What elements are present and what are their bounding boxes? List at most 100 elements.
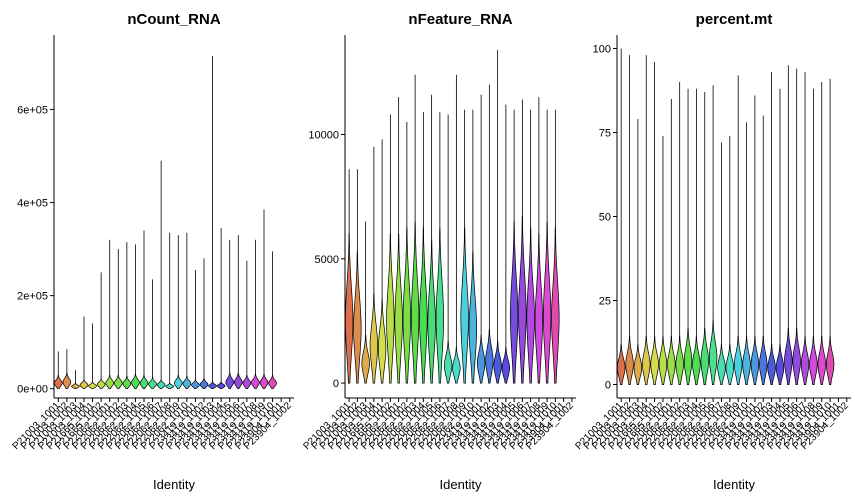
violin-P21665_1002 [386, 233, 395, 384]
violin-P21003_1003 [361, 334, 370, 384]
violin-P22062_1008 [452, 346, 461, 384]
violin-P23419_1007 [800, 335, 810, 385]
violin-P22062_1009 [733, 335, 743, 385]
violin-P22062_1005 [700, 327, 709, 385]
violin-P23419_1010 [268, 374, 277, 390]
violin-P23419_1003 [767, 343, 776, 385]
violin-P23419_1008 [809, 335, 818, 385]
panel-title: percent.mt [696, 11, 773, 28]
violin-P22062_1004 [131, 373, 140, 390]
violin-P23419_1009 [817, 335, 826, 385]
violin-P22062_1003 [122, 376, 132, 390]
panel-3: percent.mt0255075100P21003_1001P21003_10… [573, 11, 851, 492]
violin-P23419_1001 [750, 335, 760, 385]
violin-P22062_1009 [460, 227, 469, 384]
violin-P21003_1001 [344, 233, 354, 384]
y-tick-label: 75 [599, 127, 611, 139]
violin-P21665_1001 [377, 299, 387, 384]
violin-P21003_1003 [633, 343, 643, 385]
violin-P22062_1005 [139, 374, 149, 390]
violin-P23419_1009 [542, 221, 552, 384]
violin-P21665_1001 [650, 335, 659, 385]
violin-P22062_1002 [113, 374, 123, 390]
violin-P23419_1006 [518, 215, 527, 384]
violin-P23419_1001 [476, 334, 486, 384]
violin-P22062_1009 [173, 374, 183, 390]
y-tick-label: 4e+05 [17, 198, 48, 210]
violin-P21665_1002 [96, 378, 106, 390]
violin-P23419_1004 [775, 343, 785, 385]
panel-1: nCount_RNA0e+002e+054e+056e+05P21003_100… [11, 11, 295, 492]
violin-P22062_1003 [683, 327, 693, 385]
violin-P22062_1003 [410, 221, 420, 384]
y-tick-label: 25 [599, 296, 611, 308]
violin-P22062_1004 [419, 227, 428, 384]
y-tick-label: 0 [605, 380, 611, 392]
violin-P23419_1006 [233, 372, 243, 390]
violin-P21003_1002 [625, 335, 634, 385]
violin-P23419_1002 [759, 335, 768, 385]
y-tick-label: 5000 [315, 254, 339, 266]
x-axis-title: Identity [440, 477, 482, 492]
violin-P22062_1002 [675, 335, 684, 385]
panel-title: nFeature_RNA [408, 11, 512, 28]
violin-P21665_1002 [658, 335, 668, 385]
violin-P23419_1010 [551, 227, 560, 384]
violin-P23419_1009 [259, 373, 269, 390]
violin-P22062_1010 [742, 335, 751, 385]
violin-P23419_1004 [216, 381, 226, 390]
violin-P23419_1001 [191, 379, 200, 390]
violin-P21003_1004 [79, 379, 89, 390]
x-axis-title: Identity [713, 477, 755, 492]
violin-P23419_1003 [493, 340, 502, 384]
violin-P21003_1003 [71, 382, 80, 390]
y-tick-label: 100 [593, 43, 611, 55]
violin-P22062_1010 [468, 251, 478, 384]
violin-P22062_1005 [427, 239, 436, 384]
violin-P21003_1004 [369, 293, 379, 384]
violin-P21665_1001 [88, 381, 97, 390]
violin-P22062_1007 [443, 340, 453, 384]
violin-P21003_1004 [642, 335, 651, 385]
violin-P22062_1006 [148, 377, 157, 390]
violin-P21003_1001 [53, 374, 63, 390]
violin-P22062_1007 [156, 379, 166, 390]
panel-2: nFeature_RNA0500010000P21003_1001P21003_… [301, 11, 576, 492]
violin-P23419_1007 [526, 227, 535, 384]
violin-P23419_1010 [825, 335, 835, 385]
violin-P22062_1001 [667, 335, 676, 385]
y-tick-label: 0e+00 [17, 384, 48, 396]
violin-P21003_1002 [62, 372, 72, 390]
violin-P21003_1001 [616, 343, 626, 385]
violin-P23419_1003 [208, 381, 217, 390]
x-axis-title: Identity [153, 477, 195, 492]
violin-P21003_1002 [353, 251, 362, 384]
violin-P23419_1008 [251, 373, 260, 390]
y-tick-label: 2e+05 [17, 291, 48, 303]
y-tick-label: 0 [333, 378, 339, 390]
violin-P23419_1005 [784, 327, 793, 385]
y-tick-label: 10000 [308, 129, 339, 141]
violin-P23419_1002 [199, 378, 209, 390]
y-tick-label: 50 [599, 212, 611, 224]
violin-P22062_1002 [402, 227, 412, 384]
violin-P22062_1007 [717, 343, 726, 385]
violin-P22062_1008 [165, 382, 175, 390]
violin-P22062_1001 [105, 374, 115, 390]
violin-P22062_1001 [394, 233, 403, 384]
y-tick-label: 6e+05 [17, 104, 48, 116]
violin-P23419_1005 [225, 372, 235, 390]
violin-P23419_1004 [501, 346, 511, 384]
panel-title: nCount_RNA [127, 11, 220, 28]
violin-P22062_1008 [725, 343, 735, 385]
violin-P23419_1005 [509, 221, 519, 384]
violin-P23419_1008 [534, 233, 544, 384]
violin-P22062_1004 [692, 335, 701, 385]
violin-P23419_1007 [242, 374, 252, 390]
violin-P23419_1006 [792, 327, 801, 385]
violin-P22062_1006 [435, 227, 445, 384]
violin-P22062_1006 [708, 319, 718, 385]
violin-P22062_1010 [182, 376, 192, 390]
